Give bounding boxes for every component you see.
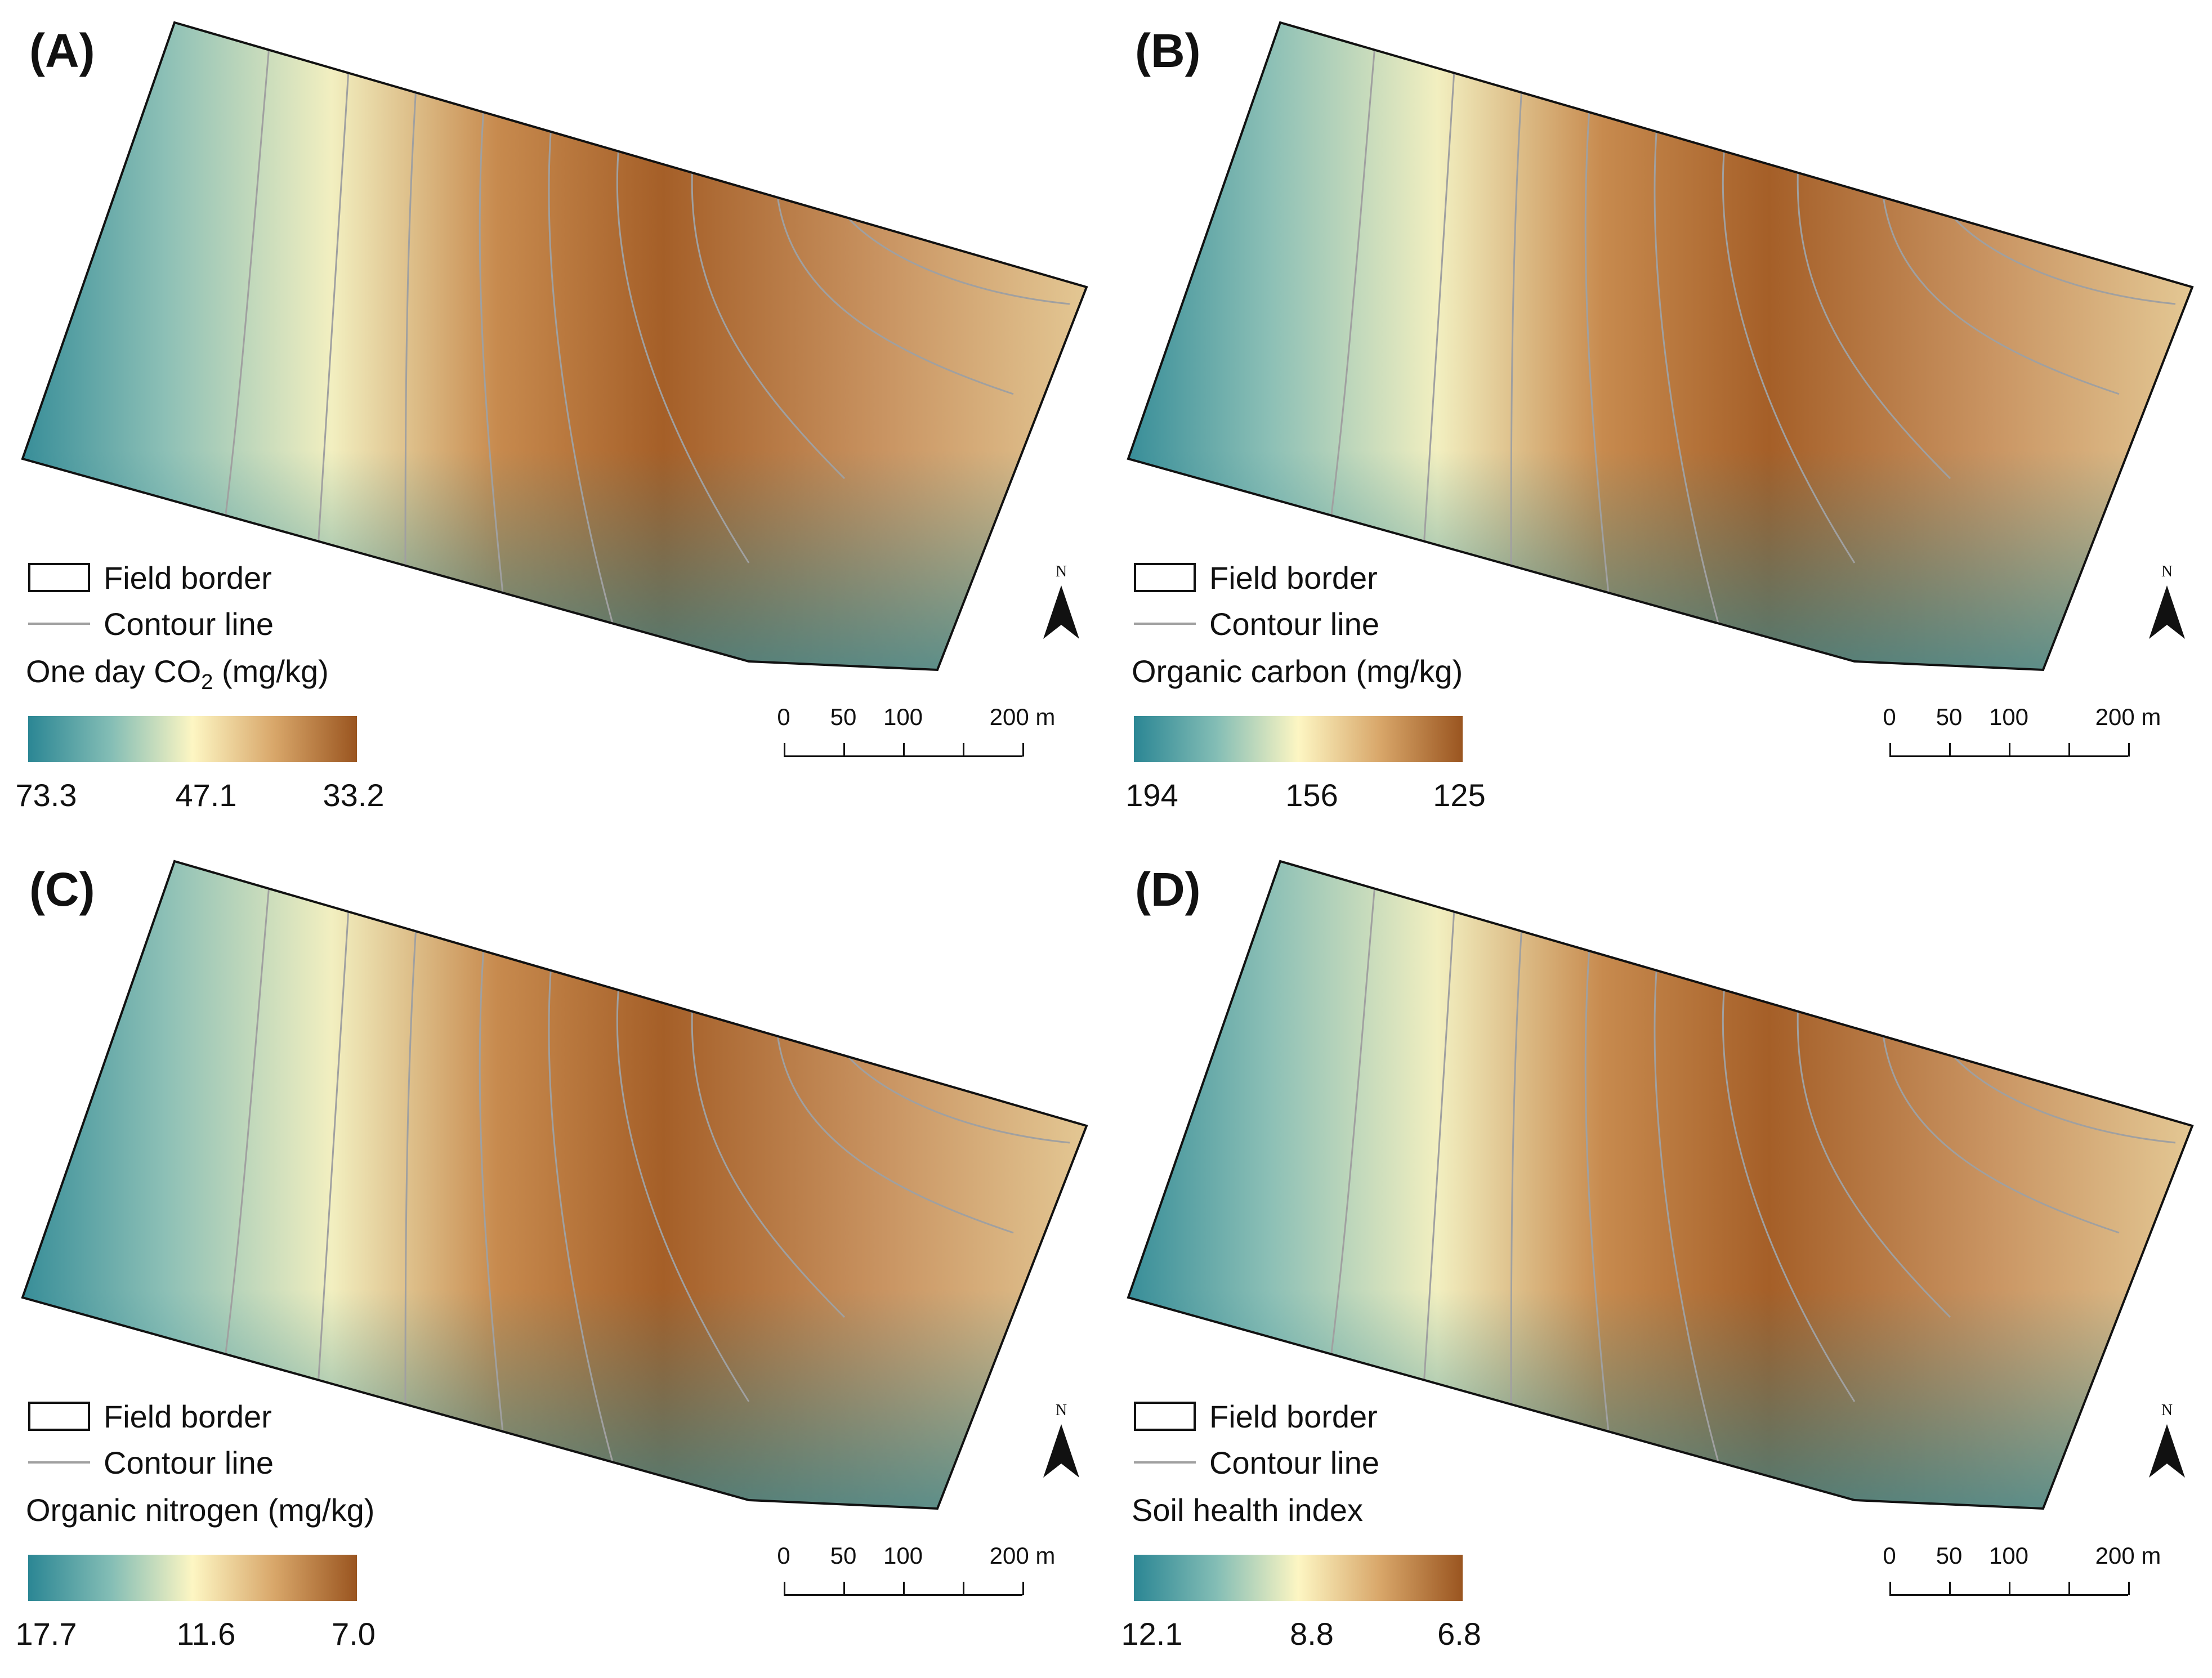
colorbar-tick-max: 7.0 — [332, 1616, 376, 1652]
legend-title: Organic carbon (mg/kg) — [1132, 654, 1463, 689]
scale-bar: 0 50 100 200 m — [1883, 704, 2161, 771]
field-map — [21, 860, 1088, 1510]
contour-line-swatch — [1134, 623, 1196, 625]
map-legend: Field border Contour line — [1134, 554, 1379, 647]
map-legend: Field border Contour line — [28, 1393, 274, 1485]
panel-label: (C) — [29, 863, 95, 916]
scale-bar: 0 50 100 200 m — [777, 1542, 1055, 1610]
north-arrow-icon: N — [1039, 563, 1084, 642]
scale-bar: 0 50 100 200 m — [777, 704, 1055, 771]
field-border-label: Field border — [1209, 560, 1378, 596]
panel-label: (B) — [1135, 24, 1201, 77]
colorbar-tick-mid: 156 — [1285, 777, 1338, 813]
field-border-label: Field border — [1209, 1398, 1378, 1434]
contour-line-label: Contour line — [1209, 606, 1379, 642]
map-panel-b: (B) Field border Contour line Organic ca… — [1106, 0, 2211, 839]
field-map — [21, 21, 1088, 672]
colorbar-tick-mid: 11.6 — [176, 1616, 236, 1652]
map-panel-d: (D) Field border Contour line Soil healt… — [1106, 839, 2211, 1677]
north-arrow-icon: N — [2144, 563, 2189, 642]
field-map — [1127, 860, 2194, 1510]
north-arrow-icon: N — [2144, 1402, 2189, 1480]
north-arrow-icon: N — [1039, 1402, 1084, 1480]
contour-line-swatch — [28, 1461, 90, 1464]
map-panel-c: (C) Field border Contour line Organic ni… — [0, 839, 1106, 1677]
color-ramp — [1134, 716, 1463, 762]
color-ramp — [28, 1555, 357, 1601]
colorbar-tick-min: 12.1 — [1121, 1616, 1183, 1652]
colorbar-tick-min: 17.7 — [15, 1616, 77, 1652]
panel-label: (A) — [29, 24, 95, 77]
color-ramp — [1134, 1555, 1463, 1601]
color-ramp — [28, 716, 357, 762]
legend-title: Organic nitrogen (mg/kg) — [26, 1492, 375, 1528]
map-legend: Field border Contour line — [1134, 1393, 1379, 1485]
colorbar-tick-max: 6.8 — [1437, 1616, 1481, 1652]
colorbar-tick-min: 194 — [1125, 777, 1178, 813]
legend-title: One day CO2 (mg/kg) — [26, 654, 329, 695]
panel-label: (D) — [1135, 863, 1201, 916]
contour-line-label: Contour line — [104, 1444, 274, 1480]
contour-line-swatch — [1134, 1461, 1196, 1464]
map-panel-a: (A) Field border Contour line One day CO… — [0, 0, 1106, 839]
field-border-label: Field border — [104, 560, 272, 596]
contour-line-label: Contour line — [104, 606, 274, 642]
map-legend: Field border Contour line — [28, 554, 274, 647]
field-border-swatch — [28, 1402, 90, 1431]
field-border-swatch — [1134, 563, 1196, 592]
field-border-swatch — [1134, 1402, 1196, 1431]
colorbar-tick-max: 33.2 — [323, 777, 385, 813]
scale-bar: 0 50 100 200 m — [1883, 1542, 2161, 1610]
colorbar-tick-min: 73.3 — [15, 777, 77, 813]
contour-line-label: Contour line — [1209, 1444, 1379, 1480]
colorbar-tick-max: 125 — [1433, 777, 1486, 813]
field-border-swatch — [28, 563, 90, 592]
field-map — [1127, 21, 2194, 672]
colorbar-tick-mid: 8.8 — [1290, 1616, 1334, 1652]
colorbar-tick-mid: 47.1 — [175, 777, 237, 813]
field-border-label: Field border — [104, 1398, 272, 1434]
contour-line-swatch — [28, 623, 90, 625]
legend-title: Soil health index — [1132, 1492, 1363, 1528]
